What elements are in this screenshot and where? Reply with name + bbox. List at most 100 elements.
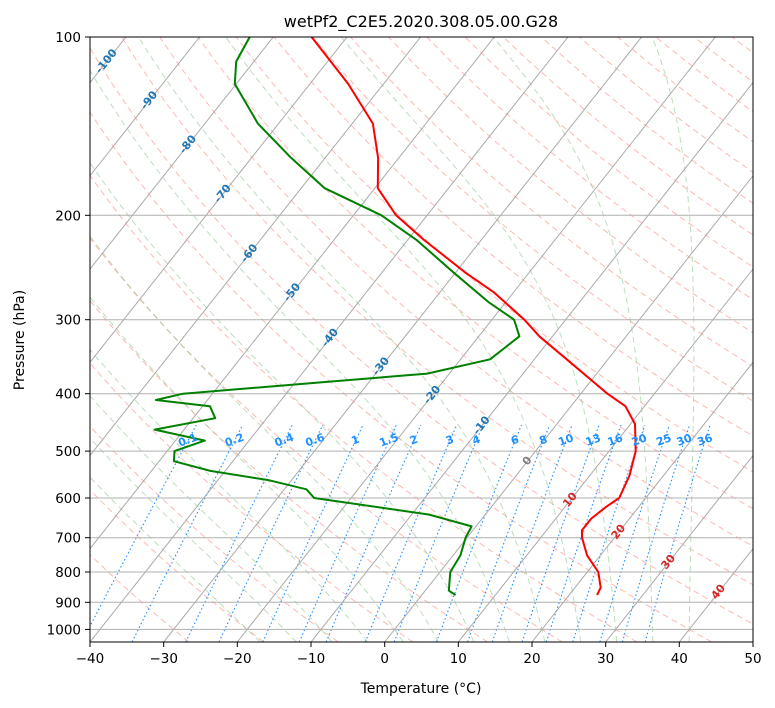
x-tick-label: 0 (380, 651, 389, 667)
mixing-ratio-labels: 0.1 0.2 0.4 0.6 1 1.5 2 3 4 6 8 10 13 16 20 25 30 36 (176, 431, 714, 450)
mixing-ratio-label: 1.5 (378, 431, 401, 450)
isotherm-line (605, 454, 753, 642)
moist-adiabat (90, 437, 297, 642)
dry-adiabat (235, 37, 753, 473)
isotherm-line (90, 37, 200, 177)
isotherm-line (90, 37, 274, 270)
isotherm-line (90, 37, 495, 550)
isotherm-line (236, 37, 716, 642)
x-tick-label: −20 (223, 651, 252, 667)
mixing-ratio-label: 0.6 (304, 431, 327, 450)
y-tick-label: 100 (55, 30, 81, 46)
mixing-ratio-line (644, 424, 711, 642)
y-tick-label: 200 (55, 208, 81, 224)
moist-adiabat (138, 37, 546, 642)
isotherm-line (90, 37, 569, 642)
mixing-ratio-line (298, 424, 397, 642)
mixing-ratio-label: 0.4 (273, 431, 296, 450)
isotherm-line (531, 361, 753, 642)
mixing-ratio-label: 6 (509, 433, 521, 448)
plot-frame (89, 36, 754, 643)
moist-adiabat (90, 348, 369, 642)
mixing-ratio-label: 1 (350, 433, 362, 448)
mixing-ratio-line (364, 424, 458, 642)
mixing-ratio-line (393, 424, 484, 642)
y-tick-label: 700 (55, 531, 81, 547)
mixing-ratio-line (90, 424, 197, 628)
mixing-ratio-line (218, 424, 324, 642)
x-tick-label: 40 (671, 651, 688, 667)
dry-adiabat (121, 37, 753, 586)
moist-adiabat (340, 37, 618, 642)
isotherm-line (310, 81, 753, 642)
mixing-ratio-label: 25 (654, 431, 673, 448)
dry-adiabat (273, 37, 753, 437)
mixing-ratio-label: 0.1 (176, 431, 199, 450)
temperature-line (310, 37, 637, 596)
x-tick-label: 30 (597, 651, 614, 667)
mixing-ratio-line (262, 424, 364, 642)
x-tick-label: 10 (450, 651, 467, 667)
mixing-ratio-label: 13 (584, 431, 603, 448)
mixing-ratio-line (466, 424, 551, 642)
mixing-ratio-line (185, 424, 293, 642)
mixing-ratio-label: 4 (470, 433, 482, 448)
moist-adiabat (90, 296, 404, 642)
y-axis-ticks: 100 200 300 400 500 600 700 800 900 1000 (47, 30, 90, 638)
mixing-ratio-label: 20 (630, 431, 649, 449)
mixing-ratio-line (491, 424, 573, 642)
x-tick-label: −30 (149, 651, 178, 667)
dewpoint-line (153, 37, 521, 596)
dry-adiabat (197, 37, 753, 510)
isotherm-lines (90, 37, 753, 642)
dry-adiabat (159, 37, 753, 547)
mixing-ratio-label: 16 (606, 431, 625, 449)
moist-adiabat (225, 37, 582, 642)
mixing-ratio-line (131, 424, 244, 642)
mixing-ratio-line (435, 424, 522, 642)
moist-adiabat (90, 161, 475, 642)
background-lines (90, 37, 753, 642)
dry-adiabat (90, 425, 339, 642)
mixing-ratio-label: 8 (538, 433, 550, 448)
mixing-ratio-label: 3 (444, 433, 456, 448)
x-tick-label: −40 (76, 651, 105, 667)
y-tick-label: 600 (55, 491, 81, 507)
isotherm-line (163, 37, 642, 642)
dry-adiabat (90, 174, 638, 642)
x-axis-ticks: −40 −30 −20 −10 0 10 20 30 40 50 (76, 642, 762, 667)
moist-adiabat (651, 37, 695, 642)
mixing-ratio-label: 36 (696, 431, 715, 449)
y-tick-label: 800 (55, 565, 81, 581)
moist-adiabat (90, 69, 510, 642)
x-tick-label: 20 (523, 651, 540, 667)
chart-title: wetPf2_C2E5.2020.308.05.00.G28 (284, 12, 558, 32)
dry-adiabat (90, 237, 563, 642)
isotherm-line (457, 268, 753, 642)
y-tick-label: 1000 (47, 622, 81, 638)
sounding-series (153, 37, 637, 596)
dry-adiabat (90, 299, 488, 642)
isotherm-line (90, 37, 348, 364)
dry-adiabat (312, 37, 753, 402)
moist-adiabat (90, 476, 261, 642)
mixing-ratio-lines (90, 424, 711, 642)
dry-adiabat (350, 37, 753, 368)
moist-adiabat (492, 37, 654, 642)
isotherm-line (90, 37, 421, 457)
x-tick-label: 50 (744, 651, 761, 667)
x-tick-label: −10 (297, 651, 326, 667)
mixing-ratio-label: 2 (408, 433, 420, 448)
mixing-ratio-label: 0.2 (223, 431, 246, 450)
dry-adiabat (90, 47, 753, 625)
mixing-ratio-label: 30 (675, 431, 694, 449)
y-tick-label: 900 (55, 595, 81, 611)
dry-adiabat (90, 554, 190, 642)
mixing-ratio-label: 10 (557, 431, 576, 449)
y-axis-label: Pressure (hPa) (12, 290, 28, 390)
y-tick-label: 500 (55, 444, 81, 460)
y-tick-label: 300 (55, 313, 81, 329)
mixing-ratio-line (521, 424, 600, 642)
